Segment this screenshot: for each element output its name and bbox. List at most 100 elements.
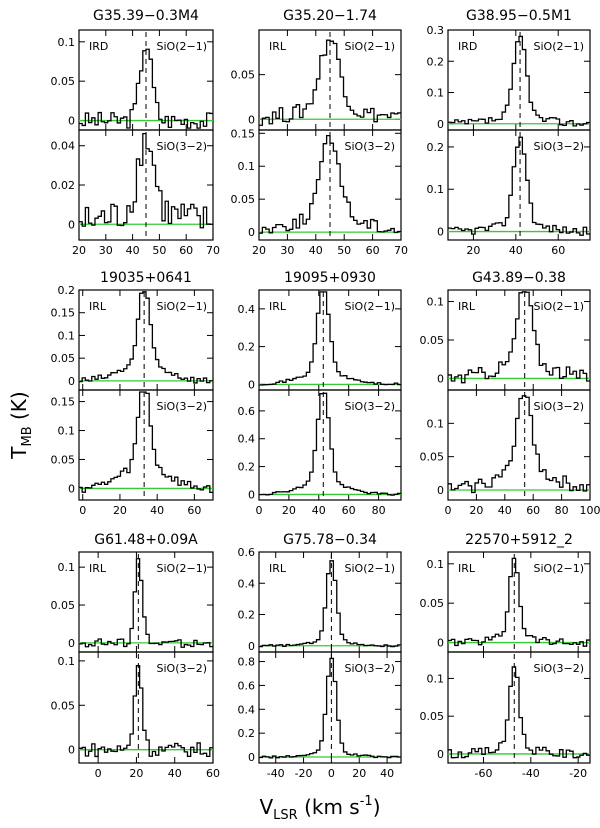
x-tick-label: 0 bbox=[95, 767, 102, 780]
y-tick-label: 0.1 bbox=[58, 36, 76, 49]
y-tick-label: 0.05 bbox=[51, 699, 76, 712]
y-tick-label: 0.02 bbox=[51, 179, 76, 192]
x-tick-label: 40 bbox=[309, 244, 323, 257]
x-tick-label: 20 bbox=[466, 244, 480, 257]
source-block: 19035+0641 0 0.05 0.1 0.15 0.2 SiO(2−1) IRL 0 0.0… bbox=[51, 270, 214, 517]
spectrum-panel: 0 0.02 0.04 SiO(3−2) bbox=[51, 129, 214, 241]
x-tick-label: -20 bbox=[569, 767, 587, 780]
source-title: G35.20−1.74 bbox=[283, 8, 377, 24]
y-tick-label: 0 bbox=[248, 751, 255, 764]
source-title: 22570+5912_2 bbox=[465, 532, 573, 548]
x-tick-label: 50 bbox=[152, 244, 166, 257]
spectrum-trace bbox=[259, 560, 401, 648]
source-title: G75.78−0.34 bbox=[283, 532, 377, 548]
x-axis-subscript: LSR bbox=[273, 808, 298, 823]
panel-frame bbox=[447, 129, 591, 241]
x-tick-label: 40 bbox=[498, 504, 512, 517]
spectrum-panel: 0 0.05 0.1 0.15 0.2 SiO(2−1) IRL bbox=[51, 284, 214, 391]
y-tick-label: 0 bbox=[248, 113, 255, 126]
y-axis-symbol: T bbox=[7, 446, 31, 460]
x-tick-label: 20 bbox=[469, 504, 483, 517]
y-tick-label: 0 bbox=[437, 748, 444, 761]
panel-frame bbox=[447, 389, 591, 501]
y-tick-label: 0.1 bbox=[58, 655, 76, 668]
line-label: SiO(3−2) bbox=[534, 662, 585, 675]
spectrum-panel: 0 0.05 0.1 SiO(2−1) IRD bbox=[51, 29, 214, 131]
x-tick-label: 30 bbox=[99, 244, 113, 257]
y-tick-label: 0 bbox=[437, 226, 444, 239]
x-tick-label: 40 bbox=[150, 504, 164, 517]
spectrum-panel: 0 0.05 0.1 SiO(2−1) IRL bbox=[51, 551, 214, 653]
x-tick-label: -40 bbox=[267, 767, 285, 780]
y-tick-label: 0.4 bbox=[238, 303, 256, 316]
source-title: G38.95−0.5M1 bbox=[466, 8, 572, 24]
y-tick-label: 0.05 bbox=[231, 193, 256, 206]
y-tick-label: 0.8 bbox=[238, 656, 256, 669]
y-tick-label: 0.4 bbox=[238, 433, 256, 446]
spectrum-panel: 0 0.05 0.1 SiO(2−1) IRL bbox=[420, 289, 591, 391]
x-tick-label: -20 bbox=[295, 767, 313, 780]
y-tick-label: 0 bbox=[68, 115, 75, 128]
source-block: 19095+0930 0 0.2 0.4 SiO(2−1) IRL 0 0.2 0.4 0.6 Si… bbox=[238, 270, 402, 517]
spectrum-trace bbox=[448, 557, 590, 647]
x-tick-label: 0 bbox=[328, 767, 335, 780]
source-block: G35.20−1.74 0 0.05 SiO(2−1) IRL 0 0.05 0.1 0.15 S… bbox=[231, 8, 409, 257]
x-tick-label: 20 bbox=[352, 767, 366, 780]
y-tick-label: 0.1 bbox=[427, 558, 445, 571]
x-axis-symbol: V bbox=[259, 795, 273, 819]
y-tick-label: 0.1 bbox=[427, 672, 445, 685]
x-tick-label: 20 bbox=[252, 244, 266, 257]
y-tick-label: 0.3 bbox=[427, 24, 445, 37]
x-tick-label: 20 bbox=[129, 767, 143, 780]
x-tick-label: 60 bbox=[179, 244, 193, 257]
y-tick-label: 0.15 bbox=[231, 127, 256, 140]
source-title: G35.39−0.3M4 bbox=[93, 8, 199, 24]
y-tick-label: 0.05 bbox=[231, 69, 256, 82]
x-tick-label: -60 bbox=[475, 767, 493, 780]
y-tick-label: 0.1 bbox=[238, 160, 256, 173]
source-block: G61.48+0.09A 0 0.05 0.1 SiO(2−1) IRL 0 0.05 0.1 S… bbox=[51, 532, 221, 780]
y-tick-label: 0.1 bbox=[58, 329, 76, 342]
source-type-label: IRL bbox=[269, 562, 287, 575]
panel-grid: G35.39−0.3M4 0 0.05 0.1 SiO(2−1) IRD 0 0.02 0.04… bbox=[51, 8, 600, 780]
spectrum-panel: 0 0.2 0.4 0.6 0.8 SiO(3−2) bbox=[238, 651, 402, 764]
x-axis-exponent: -1 bbox=[360, 794, 373, 809]
panel-frame bbox=[78, 651, 214, 764]
source-title: 19035+0641 bbox=[100, 270, 192, 286]
x-axis-close: ) bbox=[373, 795, 381, 819]
y-tick-label: 0.6 bbox=[238, 546, 256, 559]
line-label: SiO(2−1) bbox=[157, 562, 208, 575]
y-tick-label: 0 bbox=[248, 640, 255, 653]
spectrum-panel: 0 0.05 0.1 0.15 SiO(3−2) bbox=[231, 127, 402, 241]
source-block: G38.95−0.5M1 0 0.1 0.2 0.3 SiO(2−1) IRD 0 0.1 0.2… bbox=[427, 8, 591, 257]
spectrum-panel: 0 0.05 0.1 0.15 SiO(3−2) bbox=[51, 389, 214, 501]
spectrum-panel: 0 0.2 0.4 SiO(2−1) IRL bbox=[238, 289, 402, 391]
y-tick-label: 0.1 bbox=[58, 561, 76, 574]
source-title: G61.48+0.09A bbox=[94, 532, 198, 548]
source-type-label: IRL bbox=[269, 40, 287, 53]
panel-frame bbox=[78, 389, 214, 501]
y-tick-label: 0 bbox=[68, 744, 75, 757]
line-label: SiO(2−1) bbox=[345, 40, 396, 53]
spectrum-trace bbox=[448, 395, 590, 494]
x-axis-units: (km s bbox=[304, 795, 360, 819]
y-tick-label: 0.1 bbox=[427, 417, 445, 430]
x-tick-label: 70 bbox=[206, 244, 220, 257]
y-tick-label: 0 bbox=[248, 488, 255, 501]
y-tick-label: 0.1 bbox=[427, 296, 445, 309]
y-axis-units: (K) bbox=[7, 391, 31, 420]
y-tick-label: 0.2 bbox=[58, 284, 76, 297]
source-block: G35.39−0.3M4 0 0.05 0.1 SiO(2−1) IRD 0 0.02 0.04… bbox=[51, 8, 221, 257]
x-tick-label: 0 bbox=[256, 504, 263, 517]
y-tick-label: 0 bbox=[248, 378, 255, 391]
y-tick-label: 0.05 bbox=[420, 710, 445, 723]
y-tick-label: 0.05 bbox=[51, 352, 76, 365]
y-tick-label: 0 bbox=[68, 637, 75, 650]
source-block: G75.78−0.3400.20.40.6SiO(2−1)IRL00.20.40… bbox=[238, 532, 402, 780]
spectrum-trace bbox=[79, 391, 213, 494]
y-tick-label: 0 bbox=[437, 484, 444, 497]
spectrum-trace bbox=[259, 291, 401, 386]
line-label: SiO(3−2) bbox=[345, 140, 396, 153]
panel-frame bbox=[258, 651, 402, 764]
